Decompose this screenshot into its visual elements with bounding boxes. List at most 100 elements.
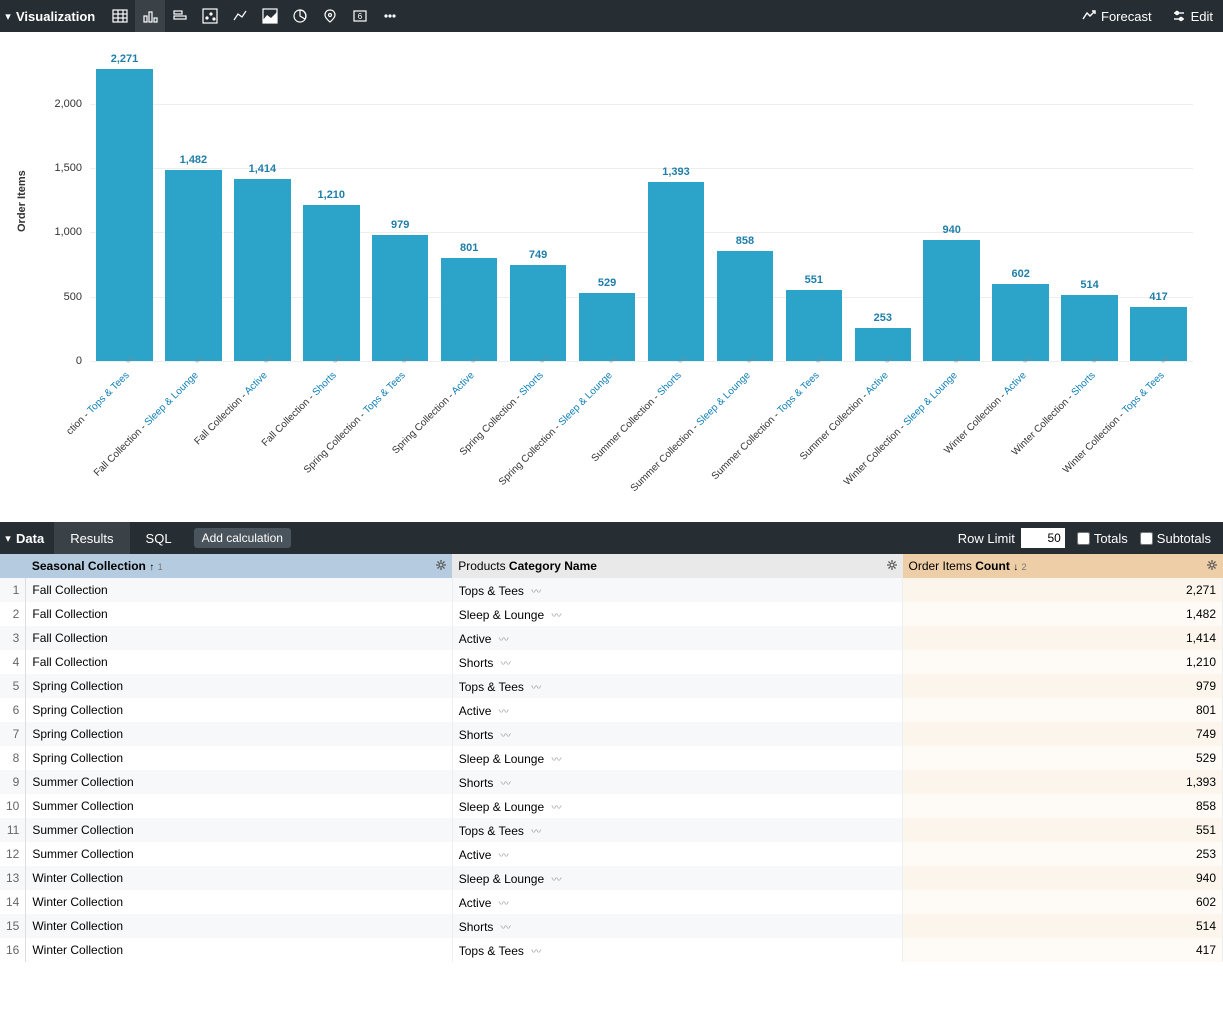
table-row[interactable]: 12Summer CollectionActive 〰253	[0, 842, 1223, 866]
viz-type-area-icon[interactable]	[255, 0, 285, 32]
cell-category[interactable]: Tops & Tees 〰	[452, 938, 902, 962]
table-row[interactable]: 4Fall CollectionShorts 〰1,210	[0, 650, 1223, 674]
cell-seasonal-collection[interactable]: Winter Collection	[26, 866, 452, 890]
table-row[interactable]: 7Spring CollectionShorts 〰749	[0, 722, 1223, 746]
cell-count[interactable]: 1,393	[903, 770, 1223, 794]
col-seasonal-collection[interactable]: Seasonal Collection ↑ 1	[26, 554, 452, 578]
table-row[interactable]: 15Winter CollectionShorts 〰514	[0, 914, 1223, 938]
viz-type-more-icon[interactable]	[375, 0, 405, 32]
table-row[interactable]: 14Winter CollectionActive 〰602	[0, 890, 1223, 914]
cell-count[interactable]: 514	[903, 914, 1223, 938]
viz-type-single-value-icon[interactable]: 6	[345, 0, 375, 32]
viz-collapse-toggle[interactable]: ▾	[0, 10, 16, 23]
viz-type-bar-icon[interactable]	[165, 0, 195, 32]
cell-seasonal-collection[interactable]: Winter Collection	[26, 914, 452, 938]
viz-type-scatter-icon[interactable]	[195, 0, 225, 32]
chart-bar[interactable]: 858	[710, 52, 779, 361]
cell-seasonal-collection[interactable]: Spring Collection	[26, 674, 452, 698]
totals-checkbox[interactable]: Totals	[1077, 531, 1140, 546]
chart-bar[interactable]: 1,393	[642, 52, 711, 361]
cell-seasonal-collection[interactable]: Summer Collection	[26, 842, 452, 866]
x-tick-label[interactable]: ction - Tops & Tees	[65, 370, 132, 437]
table-row[interactable]: 5Spring CollectionTops & Tees 〰979	[0, 674, 1223, 698]
tab-sql[interactable]: SQL	[130, 522, 188, 554]
cell-count[interactable]: 529	[903, 746, 1223, 770]
cell-seasonal-collection[interactable]: Summer Collection	[26, 770, 452, 794]
gear-icon[interactable]	[886, 559, 898, 574]
row-limit-input[interactable]	[1021, 528, 1065, 548]
gear-icon[interactable]	[435, 559, 447, 574]
data-collapse-toggle[interactable]: ▾	[0, 532, 16, 545]
cell-seasonal-collection[interactable]: Summer Collection	[26, 818, 452, 842]
viz-type-map-icon[interactable]	[315, 0, 345, 32]
chart-bar[interactable]: 979	[366, 52, 435, 361]
table-row[interactable]: 11Summer CollectionTops & Tees 〰551	[0, 818, 1223, 842]
subtotals-checkbox[interactable]: Subtotals	[1140, 531, 1223, 546]
chart-bar[interactable]: 1,414	[228, 52, 297, 361]
table-row[interactable]: 10Summer CollectionSleep & Lounge 〰858	[0, 794, 1223, 818]
table-row[interactable]: 3Fall CollectionActive 〰1,414	[0, 626, 1223, 650]
cell-seasonal-collection[interactable]: Fall Collection	[26, 602, 452, 626]
forecast-button[interactable]: Forecast	[1072, 9, 1162, 24]
chart-bar[interactable]: 253	[848, 52, 917, 361]
cell-seasonal-collection[interactable]: Fall Collection	[26, 578, 452, 602]
cell-category[interactable]: Tops & Tees 〰	[452, 818, 902, 842]
cell-count[interactable]: 253	[903, 842, 1223, 866]
viz-type-pie-icon[interactable]	[285, 0, 315, 32]
cell-category[interactable]: Sleep & Lounge 〰	[452, 746, 902, 770]
cell-seasonal-collection[interactable]: Fall Collection	[26, 650, 452, 674]
cell-count[interactable]: 2,271	[903, 578, 1223, 602]
cell-count[interactable]: 801	[903, 698, 1223, 722]
viz-type-table-icon[interactable]	[105, 0, 135, 32]
cell-category[interactable]: Sleep & Lounge 〰	[452, 602, 902, 626]
cell-seasonal-collection[interactable]: Spring Collection	[26, 698, 452, 722]
chart-bar[interactable]: 602	[986, 52, 1055, 361]
cell-count[interactable]: 602	[903, 890, 1223, 914]
cell-count[interactable]: 858	[903, 794, 1223, 818]
viz-type-column-icon[interactable]	[135, 0, 165, 32]
col-order-items-count[interactable]: Order Items Count ↓ 2	[903, 554, 1223, 578]
chart-bar[interactable]: 2,271	[90, 52, 159, 361]
cell-count[interactable]: 1,482	[903, 602, 1223, 626]
cell-count[interactable]: 979	[903, 674, 1223, 698]
table-row[interactable]: 2Fall CollectionSleep & Lounge 〰1,482	[0, 602, 1223, 626]
chart-bar[interactable]: 417	[1124, 52, 1193, 361]
table-row[interactable]: 16Winter CollectionTops & Tees 〰417	[0, 938, 1223, 962]
table-row[interactable]: 13Winter CollectionSleep & Lounge 〰940	[0, 866, 1223, 890]
table-row[interactable]: 6Spring CollectionActive 〰801	[0, 698, 1223, 722]
cell-seasonal-collection[interactable]: Summer Collection	[26, 794, 452, 818]
cell-category[interactable]: Tops & Tees 〰	[452, 674, 902, 698]
cell-count[interactable]: 940	[903, 866, 1223, 890]
cell-category[interactable]: Active 〰	[452, 842, 902, 866]
cell-category[interactable]: Shorts 〰	[452, 770, 902, 794]
cell-seasonal-collection[interactable]: Fall Collection	[26, 626, 452, 650]
cell-category[interactable]: Sleep & Lounge 〰	[452, 794, 902, 818]
cell-seasonal-collection[interactable]: Winter Collection	[26, 890, 452, 914]
chart-bar[interactable]: 801	[435, 52, 504, 361]
chart-bar[interactable]: 1,210	[297, 52, 366, 361]
chart-bar[interactable]: 940	[917, 52, 986, 361]
cell-seasonal-collection[interactable]: Winter Collection	[26, 938, 452, 962]
cell-category[interactable]: Shorts 〰	[452, 650, 902, 674]
cell-category[interactable]: Sleep & Lounge 〰	[452, 866, 902, 890]
chart-bar[interactable]: 514	[1055, 52, 1124, 361]
cell-seasonal-collection[interactable]: Spring Collection	[26, 722, 452, 746]
table-row[interactable]: 1Fall CollectionTops & Tees 〰2,271	[0, 578, 1223, 602]
add-calculation-button[interactable]: Add calculation	[194, 528, 291, 548]
table-row[interactable]: 9Summer CollectionShorts 〰1,393	[0, 770, 1223, 794]
viz-type-line-icon[interactable]	[225, 0, 255, 32]
cell-count[interactable]: 417	[903, 938, 1223, 962]
cell-category[interactable]: Active 〰	[452, 626, 902, 650]
cell-category[interactable]: Tops & Tees 〰	[452, 578, 902, 602]
cell-count[interactable]: 1,414	[903, 626, 1223, 650]
cell-category[interactable]: Shorts 〰	[452, 722, 902, 746]
cell-seasonal-collection[interactable]: Spring Collection	[26, 746, 452, 770]
cell-category[interactable]: Shorts 〰	[452, 914, 902, 938]
chart-bar[interactable]: 551	[779, 52, 848, 361]
edit-button[interactable]: Edit	[1162, 9, 1223, 24]
chart-bar[interactable]: 529	[573, 52, 642, 361]
cell-category[interactable]: Active 〰	[452, 890, 902, 914]
col-category-name[interactable]: Products Category Name	[452, 554, 902, 578]
tab-results[interactable]: Results	[54, 522, 129, 554]
cell-count[interactable]: 749	[903, 722, 1223, 746]
